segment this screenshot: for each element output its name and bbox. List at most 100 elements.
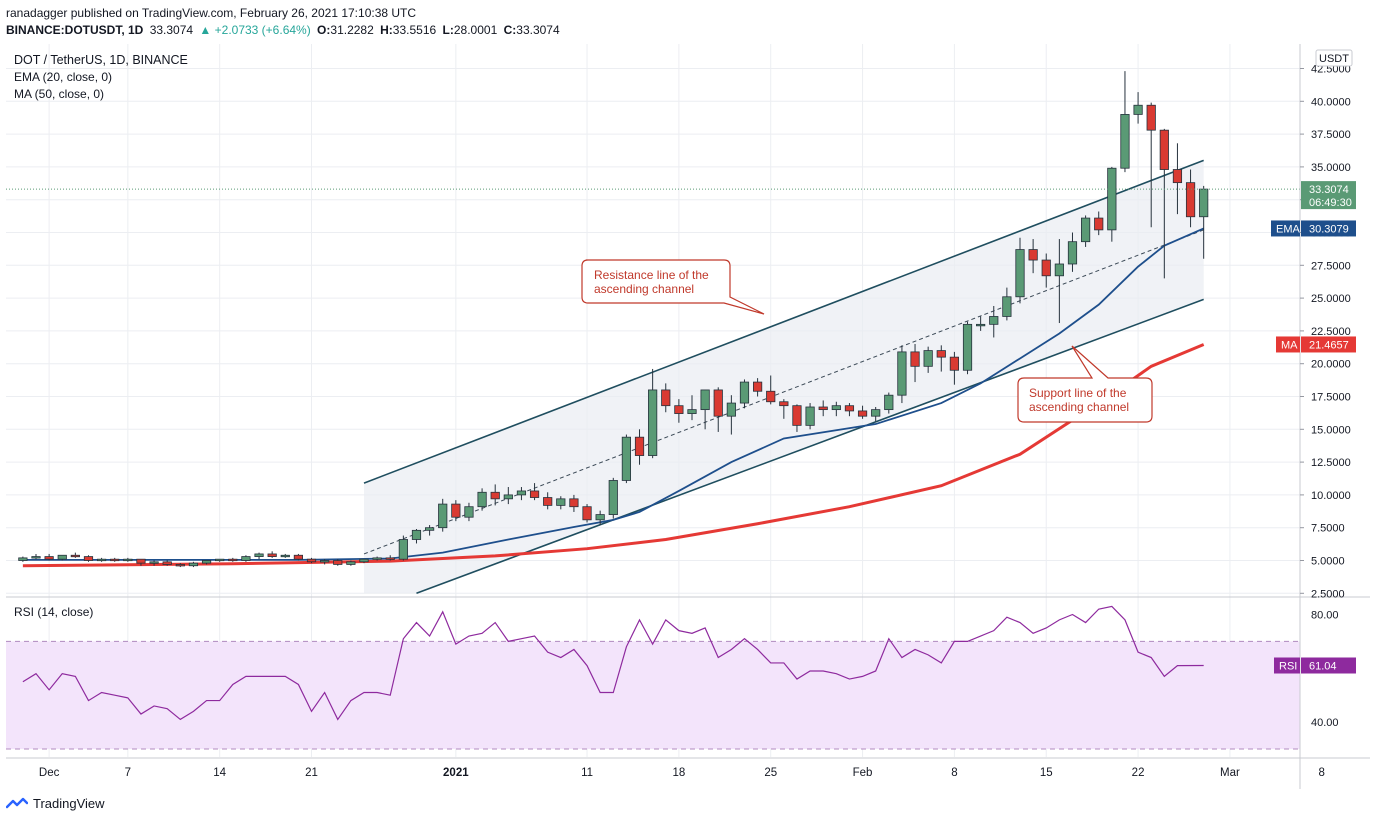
candle-up bbox=[976, 316, 986, 331]
candle-down bbox=[293, 553, 304, 561]
support-callout-box bbox=[1017, 345, 1153, 423]
candle-up bbox=[123, 557, 133, 562]
candle-body bbox=[451, 503, 461, 518]
candle-body bbox=[739, 381, 750, 404]
channel-midline[interactable] bbox=[363, 229, 1204, 555]
publisher-line: ranadagger published on TradingView.com,… bbox=[6, 6, 417, 20]
candle-body bbox=[438, 503, 448, 529]
time-tick-label: 2021 bbox=[443, 767, 469, 779]
candle-up bbox=[477, 488, 487, 511]
candle-body bbox=[31, 556, 41, 559]
candle-body bbox=[320, 560, 330, 563]
price-tick-label: 2.5000 bbox=[1311, 588, 1345, 600]
currency-unit-text: USDT bbox=[1319, 53, 1349, 65]
rsi-line bbox=[22, 605, 1204, 721]
candle-body bbox=[1185, 182, 1196, 218]
candle-up bbox=[556, 496, 566, 510]
candle-body bbox=[897, 351, 907, 396]
candle-up bbox=[595, 510, 605, 526]
price-tick-label: 22.5000 bbox=[1311, 326, 1351, 338]
candle-up bbox=[372, 556, 382, 561]
candle-body bbox=[175, 564, 185, 567]
candle-up bbox=[1133, 92, 1143, 124]
candle-body bbox=[543, 497, 553, 506]
ma-tag-box bbox=[1276, 336, 1300, 353]
time-axis-ticks[interactable]: Dec 7 14 21 2021 11 18 25 Feb 8 15 22 Mar 8 bbox=[39, 767, 1325, 779]
candle-down bbox=[1172, 143, 1183, 215]
time-tick-label: Dec bbox=[39, 767, 60, 779]
tradingview-brand[interactable]: TradingView bbox=[6, 796, 105, 811]
ema-value-text: 30.3079 bbox=[1309, 223, 1349, 235]
candle-down bbox=[674, 399, 684, 423]
candle-up bbox=[962, 321, 973, 375]
candle-body bbox=[634, 436, 645, 456]
candle-body bbox=[490, 491, 500, 500]
resistance-line[interactable] bbox=[363, 159, 1204, 484]
candle-up bbox=[464, 502, 474, 522]
resistance-callout[interactable]: Resistance line of the ascending channel bbox=[581, 259, 765, 315]
candle-body bbox=[293, 554, 304, 560]
price-tick-label: 20.0000 bbox=[1311, 359, 1351, 371]
legend-title[interactable]: DOT / TetherUS, 1D, BINANCE bbox=[14, 53, 188, 67]
candle-up bbox=[648, 368, 658, 459]
candle-up bbox=[438, 498, 448, 532]
support-callout[interactable]: Support line of the ascending channel bbox=[1017, 345, 1153, 423]
channel-fill bbox=[364, 160, 1204, 594]
ma-value-box bbox=[1301, 336, 1356, 353]
candle-down bbox=[529, 483, 540, 501]
symbol-ohlc-line: BINANCE:DOTUSDT, 1D 33.3074 ▲ +2.0733 (+… bbox=[6, 23, 560, 37]
legend-rsi[interactable]: RSI (14, close) bbox=[14, 605, 94, 619]
candle-body bbox=[359, 558, 369, 563]
candle-up bbox=[320, 559, 330, 565]
support-line[interactable] bbox=[416, 298, 1204, 595]
candle-up bbox=[241, 555, 251, 562]
candle-up bbox=[516, 487, 527, 501]
legend-ema[interactable]: EMA (20, close, 0) bbox=[14, 70, 113, 84]
rsi-value-text: 61.04 bbox=[1309, 661, 1337, 673]
candle-up bbox=[1081, 215, 1091, 247]
candle-body bbox=[766, 390, 776, 403]
candle-down bbox=[949, 351, 960, 385]
rsi-tag-text: RSI bbox=[1279, 661, 1297, 673]
price-tick-label: 15.0000 bbox=[1311, 424, 1351, 436]
candle-body bbox=[1015, 249, 1025, 298]
candle-body bbox=[936, 350, 946, 358]
candle-up bbox=[739, 379, 750, 409]
candle-down bbox=[661, 383, 671, 413]
candle-body bbox=[648, 389, 658, 456]
resistance-callout-box bbox=[581, 259, 765, 315]
low-label: L: bbox=[442, 23, 454, 37]
close-label: C: bbox=[503, 23, 517, 37]
candle-up bbox=[831, 401, 841, 417]
candle-body bbox=[1067, 241, 1078, 265]
candle-up bbox=[989, 305, 999, 338]
time-tick-label: 11 bbox=[581, 767, 593, 779]
candle-body bbox=[477, 491, 487, 508]
candle-up bbox=[1120, 71, 1130, 173]
candle-down bbox=[818, 400, 828, 417]
candle-down bbox=[228, 557, 238, 562]
candle-body bbox=[149, 561, 159, 564]
candle-body bbox=[162, 561, 172, 565]
candle-body bbox=[411, 529, 422, 540]
candle-down bbox=[766, 375, 776, 405]
candle-down bbox=[267, 551, 277, 558]
candle-up bbox=[608, 477, 618, 519]
candle-up bbox=[201, 560, 212, 565]
candle-body bbox=[910, 351, 920, 367]
price-tick-label: 35.0000 bbox=[1311, 162, 1351, 174]
rsi-axis-ticks[interactable]: 40.00 80.00 bbox=[1311, 610, 1339, 730]
low-value: 28.0001 bbox=[453, 23, 498, 37]
candle-up bbox=[1015, 237, 1025, 304]
legend-ma[interactable]: MA (50, close, 0) bbox=[14, 87, 105, 101]
candle-up bbox=[398, 535, 408, 561]
rsi-tick-label: 40.00 bbox=[1311, 717, 1339, 729]
candle-up bbox=[923, 346, 933, 373]
candle-down bbox=[175, 563, 185, 568]
callout-text-line: Resistance line of the bbox=[594, 268, 709, 282]
candle-down bbox=[70, 552, 80, 558]
candle-up bbox=[215, 558, 225, 562]
candle-body bbox=[1199, 188, 1209, 218]
candle-body bbox=[372, 557, 382, 560]
